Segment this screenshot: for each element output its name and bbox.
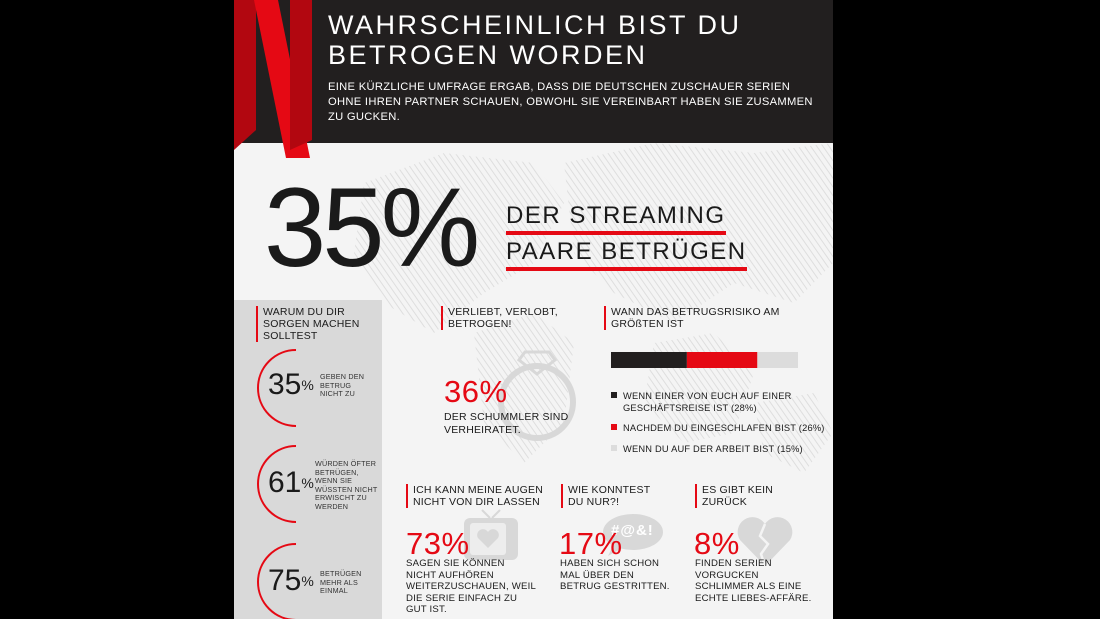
sidebar-stat-3-label: BETRÜGEN MEHR ALS EINMAL [320, 569, 362, 595]
speech-bubble-icon [603, 514, 663, 556]
fight-value: 17% [559, 526, 623, 561]
risk-heading: WANN DAS BETRUGSRISIKO AM GRÖßTEN IST [604, 306, 791, 330]
header-banner [234, 0, 833, 143]
sidebar-panel [234, 300, 382, 619]
risk-bar-segment-3 [757, 352, 798, 368]
sidebar-stat-1-label: GEBEN DEN BETRUG NICHT ZU [320, 372, 365, 398]
headline-percent: 35% [264, 165, 480, 290]
eyes-text: SAGEN SIE KÖNNEN NICHT AUFHÖREN WEITERZU… [406, 558, 536, 615]
title-line-2: BETROGEN WORDEN [328, 40, 648, 70]
risk-bar-segment-2 [686, 352, 758, 368]
sidebar-stat-3-value: 75% [268, 564, 314, 597]
title-line-1: WAHRSCHEINLICH BIST DU [328, 10, 742, 40]
fight-text: HABEN SICH SCHON MAL ÜBER DEN BETRUG GES… [560, 558, 670, 592]
noreturn-value: 8% [694, 526, 740, 561]
risk-legend-label: WENN DU AUF DER ARBEIT BIST (15%) [623, 444, 803, 454]
noreturn-text: FINDEN SERIEN VORGUCKEN SCHLIMMER ALS EI… [695, 558, 812, 604]
noreturn-heading: ES GIBT KEIN ZURÜCK [695, 484, 802, 508]
netflix-n-logo-icon [234, 0, 312, 158]
risk-legend-label: WENN EINER VON EUCH AUF EINER GESCHÄFTSR… [623, 391, 792, 413]
headline-line-2: PAARE BETRÜGEN [506, 237, 747, 271]
eyes-value: 73% [406, 526, 470, 561]
headline-text: DER STREAMING PAARE BETRÜGEN [506, 201, 747, 273]
ring-icon [498, 350, 576, 441]
legend-swatch-grey [611, 445, 617, 451]
risk-stacked-bar [611, 352, 798, 368]
legend-swatch-red [611, 424, 617, 430]
red-arc-icon [257, 349, 297, 427]
infographic: WAHRSCHEINLICH BIST DU BETROGEN WORDEN E… [234, 0, 833, 619]
married-text: DER SCHUMMLER SIND VERHEIRATET. [444, 411, 569, 436]
broken-heart-icon [737, 517, 793, 567]
tv-heart-icon [464, 509, 518, 560]
fight-icon-text: #@&! [611, 522, 654, 539]
red-arc-icon [257, 445, 297, 523]
page-title: WAHRSCHEINLICH BIST DU BETROGEN WORDEN [328, 10, 818, 70]
risk-legend-label: NACHDEM DU EINGESCHLAFEN BIST (26%) [623, 423, 825, 433]
fight-heading: WIE KONNTEST DU NUR?! [561, 484, 668, 508]
sidebar-stat-2-value: 61% [268, 466, 314, 499]
eyes-heading: ICH KANN MEINE AUGEN NICHT VON DIR LASSE… [406, 484, 553, 508]
red-arc-icon [257, 543, 297, 619]
sidebar-heading: WARUM DU DIR SORGEN MACHEN SOLLTEST [256, 306, 373, 342]
married-value: 36% [444, 374, 508, 409]
headline-line-1: DER STREAMING [506, 201, 726, 235]
sidebar-stat-2-label: WÜRDEN ÖFTER BETRÜGEN, WENN SIE WÜSSTEN … [315, 459, 378, 511]
header-subtitle: EINE KÜRZLICHE UMFRAGE ERGAB, DASS DIE D… [328, 81, 813, 123]
risk-bar-segment-1 [611, 352, 687, 368]
sidebar-stat-1-value: 35% [268, 368, 314, 401]
legend-swatch-dark [611, 392, 617, 398]
married-heading: VERLIEBT, VERLOBT, BETROGEN! [441, 306, 568, 330]
